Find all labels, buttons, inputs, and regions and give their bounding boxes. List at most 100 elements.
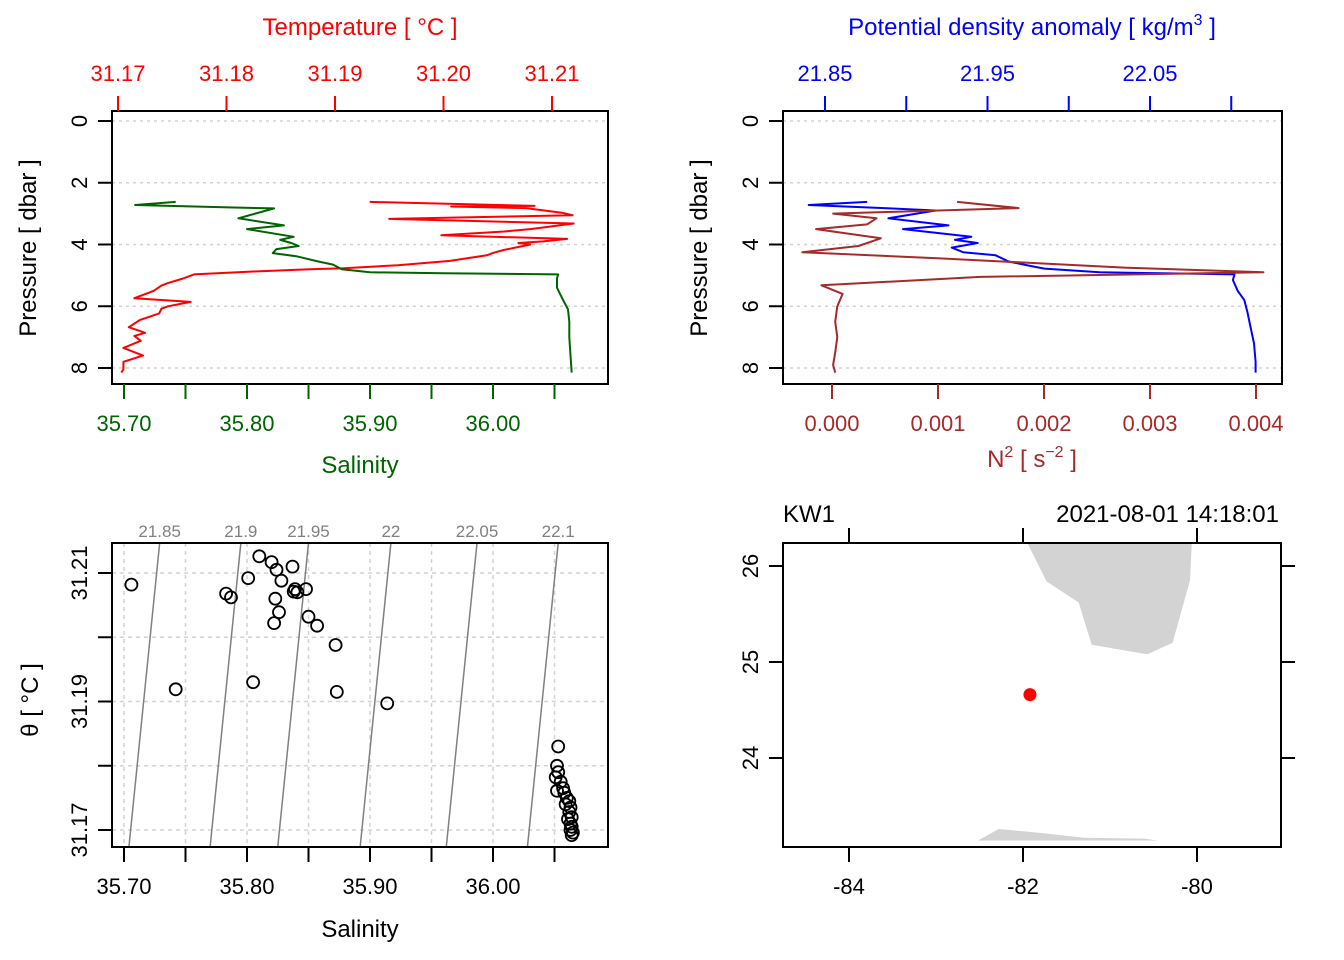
y-tick-label: 4	[67, 238, 92, 250]
ts-point	[288, 582, 302, 596]
ts-point	[269, 562, 284, 577]
ts-point	[563, 823, 578, 837]
isopycnal-label: 22	[381, 522, 400, 541]
top-tick-label: 31.17	[90, 61, 145, 86]
isopycnal-line	[445, 542, 478, 848]
ts-point	[268, 591, 283, 606]
ts-point	[550, 783, 564, 798]
plot-frame	[782, 110, 1283, 385]
ts-point	[285, 559, 300, 574]
lon-tick-label: -82	[1007, 874, 1039, 899]
axes: -84 -82 -80 24 25 26	[738, 528, 1295, 899]
bottom-tick-label: 0.003	[1122, 411, 1177, 436]
top-tick-label: 21.85	[797, 61, 852, 86]
temperature-salinity-profile-panel: 0 2 4 6 8 31.17 31.18 31.19 31.20 31.21 35.70 35.80…	[15, 14, 609, 479]
land-polygon	[977, 829, 1158, 841]
lat-tick-label: 24	[738, 746, 763, 770]
ts-point	[168, 682, 183, 697]
ts-point	[252, 549, 267, 564]
y-tick-label: 0	[67, 115, 92, 127]
ts-point	[299, 582, 313, 596]
axes: 0 2 4 6 8 21.85 21.95 22.05 0.000 0.001 0.002 0.003…	[738, 61, 1284, 436]
bottom-tick-label: 0.004	[1228, 411, 1283, 436]
station-marker-layer	[1023, 688, 1037, 702]
isopycnals: 21.85 21.9 21.95 22 22.05 22.1	[128, 522, 575, 848]
theta-axis-label: θ [ °C ]	[17, 663, 44, 737]
density-axis-label: Potential density anomaly [ kg/m3 ]	[848, 12, 1216, 41]
axes: 35.70 35.80 35.90 36.00 31.17 31.19 31.21	[67, 545, 556, 899]
salinity-line	[134, 200, 573, 373]
y-tick-label: 6	[67, 300, 92, 312]
top-tick-label: 31.21	[524, 61, 579, 86]
pressure-axis-label: Pressure [ dbar ]	[686, 159, 713, 336]
axes: 0 2 4 6 8 31.17 31.18 31.19 31.20 31.21 35.70 35.80…	[67, 61, 580, 436]
plot-frame	[111, 542, 609, 848]
ts-point	[562, 794, 577, 808]
bottom-tick-label: 35.70	[96, 411, 151, 436]
ts-point	[274, 573, 289, 588]
land	[977, 543, 1192, 841]
ts-point	[124, 577, 139, 592]
x-tick-label: 35.70	[96, 874, 151, 899]
ts-point	[564, 828, 579, 842]
plot-frame	[782, 542, 1282, 848]
ts-point	[224, 590, 238, 605]
isopycnal-label: 21.9	[224, 522, 257, 541]
bottom-tick-label: 0.001	[910, 411, 965, 436]
station-map-panel: -84 -82 -80 24 25 26 KW1 2021-08-01 14:18:01	[738, 501, 1295, 899]
isopycnal-label: 21.85	[138, 522, 181, 541]
ts-point	[551, 739, 566, 754]
ts-point	[328, 638, 343, 652]
station-label: KW1	[783, 501, 835, 528]
top-tick-label: 21.95	[960, 61, 1015, 86]
top-tick-label: 31.20	[416, 61, 471, 86]
y-tick-label: 31.21	[67, 545, 92, 600]
station-timestamp: 2021-08-01 14:18:01	[1056, 501, 1279, 528]
x-tick-label: 35.80	[219, 874, 274, 899]
ts-point	[267, 616, 282, 630]
y-tick-label: 8	[67, 362, 92, 374]
isopycnal-label: 22.1	[542, 522, 575, 541]
salinity-axis-label: Salinity	[321, 452, 398, 479]
y-tick-label: 31.17	[67, 802, 92, 857]
ts-point	[380, 696, 395, 711]
station-marker	[1023, 688, 1037, 702]
temperature-line	[120, 200, 575, 374]
density-axis-label-superscript: 3	[1194, 12, 1203, 29]
y-tick-label: 4	[738, 238, 763, 250]
bottom-tick-label: 0.002	[1016, 411, 1071, 436]
isopycnal-label: 21.95	[287, 522, 330, 541]
bottom-tick-label: 35.80	[219, 411, 274, 436]
land-polygon	[1027, 543, 1192, 655]
x-tick-label: 35.90	[342, 874, 397, 899]
ts-point	[246, 675, 261, 690]
isopycnal-label: 22.05	[456, 522, 499, 541]
y-tick-label: 8	[738, 362, 763, 374]
n2-axis-label-close: ]	[1064, 446, 1077, 473]
bottom-tick-label: 0.000	[804, 411, 859, 436]
density-n2-profile-panel: 0 2 4 6 8 21.85 21.95 22.05 0.000 0.001 0.002 0.003…	[686, 12, 1284, 473]
n2-axis-label-units: [ s	[1013, 446, 1045, 473]
lon-tick-label: -84	[833, 874, 865, 899]
lat-tick-label: 26	[738, 554, 763, 578]
y-tick-label: 6	[738, 300, 763, 312]
lon-tick-label: -80	[1181, 874, 1213, 899]
n2-axis-label-n: N	[987, 446, 1004, 473]
bottom-tick-label: 35.90	[342, 411, 397, 436]
isopycnal-line	[526, 542, 559, 848]
y-tick-label: 31.19	[67, 674, 92, 729]
bottom-tick-label: 36.00	[465, 411, 520, 436]
ts-diagram-panel: 21.85 21.9 21.95 22 22.05 22.1 35.70 35.80 35.9…	[17, 522, 609, 943]
top-tick-label: 31.19	[307, 61, 362, 86]
n2-axis-label-superscript: 2	[1004, 444, 1013, 461]
series	[120, 200, 575, 374]
grid	[783, 120, 1282, 369]
ts-point	[310, 618, 325, 633]
n2-axis-label: N2 [ s−2 ]	[987, 444, 1077, 473]
salinity-axis-label: Salinity	[321, 916, 398, 943]
ts-point	[329, 685, 344, 699]
ts-point	[272, 605, 286, 620]
y-tick-label: 2	[738, 177, 763, 189]
